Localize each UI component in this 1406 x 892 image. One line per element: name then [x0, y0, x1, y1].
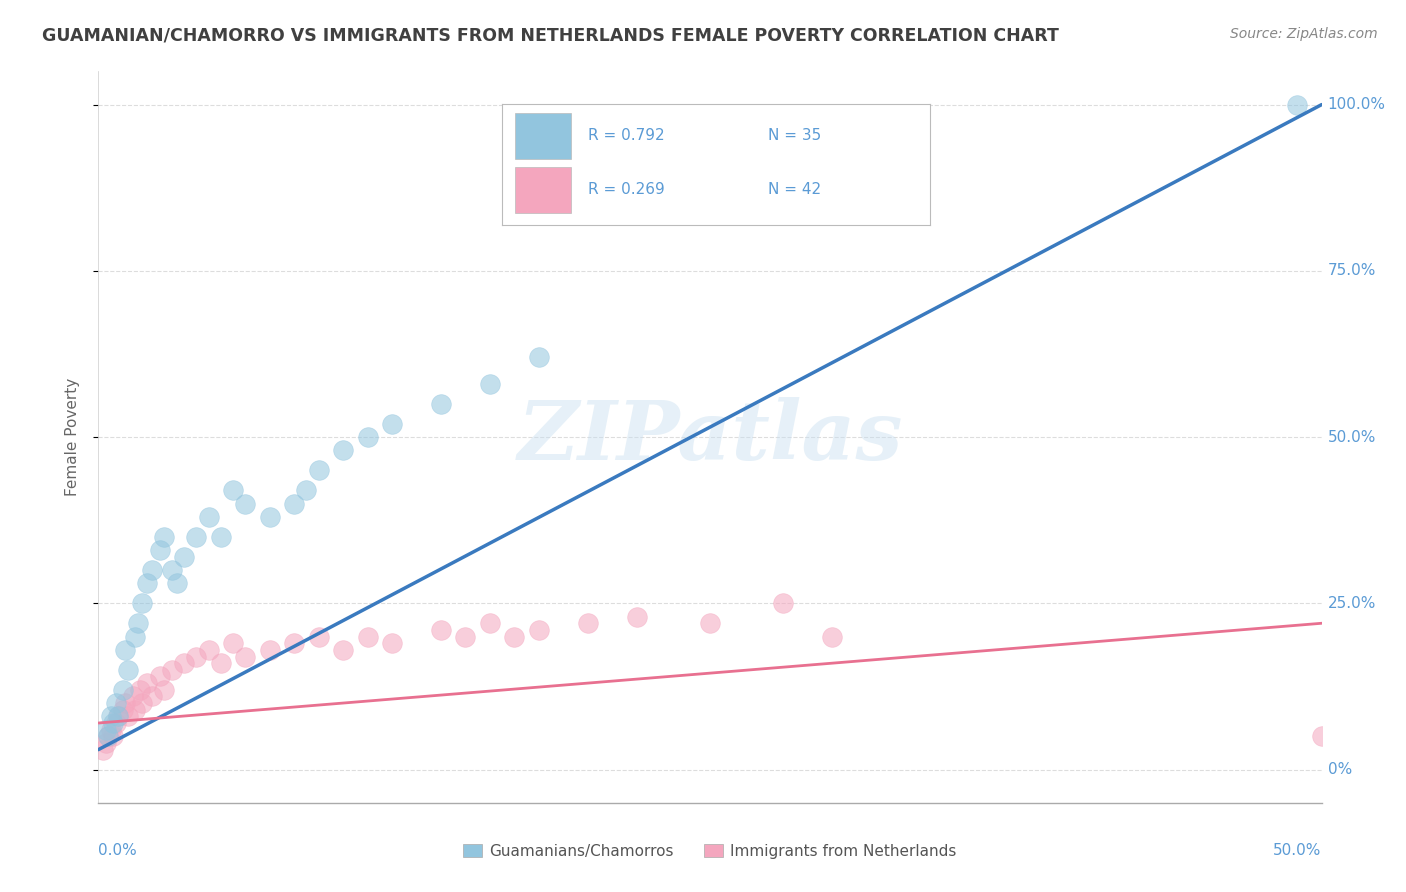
Point	[129, 682, 152, 697]
Point	[117, 709, 139, 723]
Text: 100.0%: 100.0%	[1327, 97, 1386, 112]
Point	[111, 703, 134, 717]
Point	[454, 630, 477, 644]
Text: 25.0%: 25.0%	[1327, 596, 1376, 611]
Point	[772, 596, 794, 610]
Point	[101, 716, 124, 731]
Point	[233, 649, 256, 664]
Point	[430, 623, 453, 637]
Text: ZIPatlas: ZIPatlas	[517, 397, 903, 477]
Point	[149, 669, 172, 683]
Point	[222, 636, 245, 650]
Point	[100, 723, 122, 737]
Point	[233, 497, 256, 511]
Point	[136, 576, 159, 591]
Point	[1310, 729, 1333, 743]
Point	[381, 417, 404, 431]
Point	[259, 643, 281, 657]
Point	[97, 729, 120, 743]
Point	[209, 656, 232, 670]
Point	[478, 616, 501, 631]
Point	[186, 649, 208, 664]
Point	[308, 630, 330, 644]
Point	[527, 623, 550, 637]
Point	[295, 483, 318, 498]
Point	[100, 709, 122, 723]
Point	[430, 397, 453, 411]
Point	[94, 736, 117, 750]
Text: 75.0%: 75.0%	[1327, 263, 1376, 278]
Point	[166, 576, 188, 591]
Point	[97, 729, 120, 743]
Point	[186, 530, 208, 544]
Point	[626, 609, 648, 624]
Point	[478, 376, 501, 391]
Point	[141, 690, 163, 704]
Point	[356, 630, 378, 644]
Point	[111, 682, 134, 697]
Point	[141, 563, 163, 577]
Point	[308, 463, 330, 477]
Point	[104, 716, 127, 731]
Point	[160, 563, 183, 577]
Text: Source: ZipAtlas.com: Source: ZipAtlas.com	[1230, 27, 1378, 41]
Point	[114, 643, 136, 657]
Point	[131, 596, 153, 610]
Point	[259, 509, 281, 524]
Point	[131, 696, 153, 710]
Point	[124, 630, 146, 644]
Point	[209, 530, 232, 544]
Point	[149, 543, 172, 558]
Point	[821, 630, 844, 644]
Point	[576, 616, 599, 631]
Point	[107, 709, 129, 723]
Text: 0%: 0%	[1327, 762, 1353, 777]
Point	[91, 742, 114, 756]
Point	[356, 430, 378, 444]
Point	[381, 636, 404, 650]
Point	[1286, 97, 1309, 112]
Point	[153, 530, 176, 544]
Point	[503, 630, 526, 644]
Text: GUAMANIAN/CHAMORRO VS IMMIGRANTS FROM NETHERLANDS FEMALE POVERTY CORRELATION CHA: GUAMANIAN/CHAMORRO VS IMMIGRANTS FROM NE…	[42, 27, 1059, 45]
Point	[107, 709, 129, 723]
Point	[197, 643, 219, 657]
Point	[104, 696, 127, 710]
Point	[127, 616, 149, 631]
Point	[699, 616, 721, 631]
Point	[117, 663, 139, 677]
Point	[121, 690, 143, 704]
Point	[332, 443, 354, 458]
Point	[283, 497, 305, 511]
Text: 50.0%: 50.0%	[1327, 430, 1376, 444]
Point	[136, 676, 159, 690]
Point	[283, 636, 305, 650]
Text: 50.0%: 50.0%	[1274, 843, 1322, 858]
Text: 0.0%: 0.0%	[98, 843, 138, 858]
Point	[101, 729, 124, 743]
Legend: Guamanians/Chamorros, Immigrants from Netherlands: Guamanians/Chamorros, Immigrants from Ne…	[457, 838, 963, 864]
Point	[527, 351, 550, 365]
Point	[114, 696, 136, 710]
Point	[94, 723, 117, 737]
Point	[160, 663, 183, 677]
Point	[222, 483, 245, 498]
Point	[173, 656, 195, 670]
Point	[153, 682, 176, 697]
Point	[124, 703, 146, 717]
Point	[332, 643, 354, 657]
Y-axis label: Female Poverty: Female Poverty	[65, 378, 80, 496]
Point	[173, 549, 195, 564]
Point	[197, 509, 219, 524]
